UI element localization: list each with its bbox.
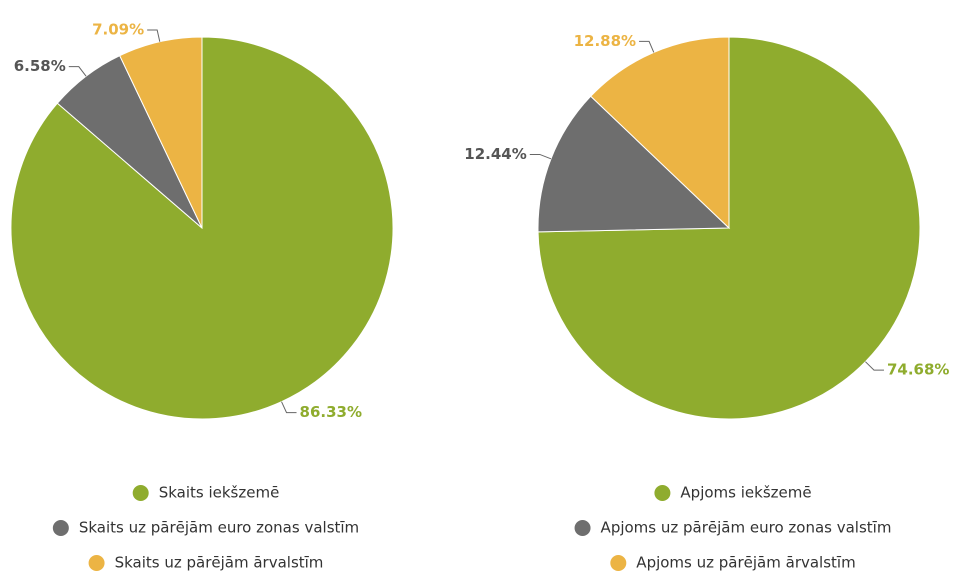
leader-line xyxy=(639,40,655,53)
legend-label: Skaits uz pārējām euro zonas valstīm xyxy=(79,519,359,537)
legend-item: Apjoms uz pārējām ārvalstīm xyxy=(610,554,856,572)
legend-marker xyxy=(574,520,591,536)
legend-item: Apjoms iekšzemē xyxy=(654,484,812,502)
legend-label: Apjoms iekšzemē xyxy=(680,484,811,502)
legend-item: Skaits uz pārējām euro zonas valstīm xyxy=(52,519,359,537)
data-label: 7.09% xyxy=(92,21,144,39)
data-label: 12.44% xyxy=(464,145,526,163)
legend-item: Apjoms uz pārējām euro zonas valstīm xyxy=(574,519,892,537)
legend-marker xyxy=(132,485,149,501)
legend-label: Apjoms uz pārējām euro zonas valstīm xyxy=(601,519,892,537)
pie-slice xyxy=(537,95,731,233)
leader-line xyxy=(147,29,161,42)
leader-line xyxy=(281,401,297,414)
data-label: 6.58% xyxy=(14,57,66,75)
pie-slice xyxy=(590,36,730,230)
legend-marker xyxy=(52,520,69,536)
data-label: 86.33% xyxy=(300,403,362,421)
legend-label: Apjoms uz pārējām ārvalstīm xyxy=(636,554,855,572)
legend-item: Skaits iekšzemē xyxy=(132,484,280,502)
leader-line xyxy=(68,66,87,77)
leader-line xyxy=(865,361,884,371)
legend-marker xyxy=(654,485,671,501)
legend-marker xyxy=(88,555,105,571)
legend-item: Skaits uz pārējām ārvalstīm xyxy=(88,554,324,572)
data-label: 12.88% xyxy=(574,32,636,50)
legend-label: Skaits iekšzemē xyxy=(159,484,280,502)
legend-label: Skaits uz pārējām ārvalstīm xyxy=(115,554,324,572)
leader-line xyxy=(529,153,552,160)
legend-marker xyxy=(610,555,627,571)
data-label: 74.68% xyxy=(887,361,949,379)
